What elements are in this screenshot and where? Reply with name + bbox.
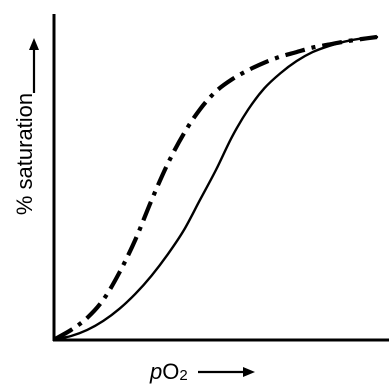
curves-layer: [53, 34, 379, 341]
x-axis-label-o: O: [162, 359, 179, 384]
x-axis-label: pO2: [149, 359, 188, 384]
x-axis-arrow-head: [243, 367, 255, 377]
y-axis-title: % saturation: [12, 93, 37, 215]
y-axis-arrow-head: [29, 38, 39, 50]
x-axis-label-p: p: [149, 359, 162, 384]
y-axis-label: % saturation: [12, 93, 37, 215]
curve-dash-dot-line: [53, 34, 378, 341]
x-axis-label-subscript: 2: [179, 367, 187, 384]
curve-solid-line: [53, 35, 379, 341]
